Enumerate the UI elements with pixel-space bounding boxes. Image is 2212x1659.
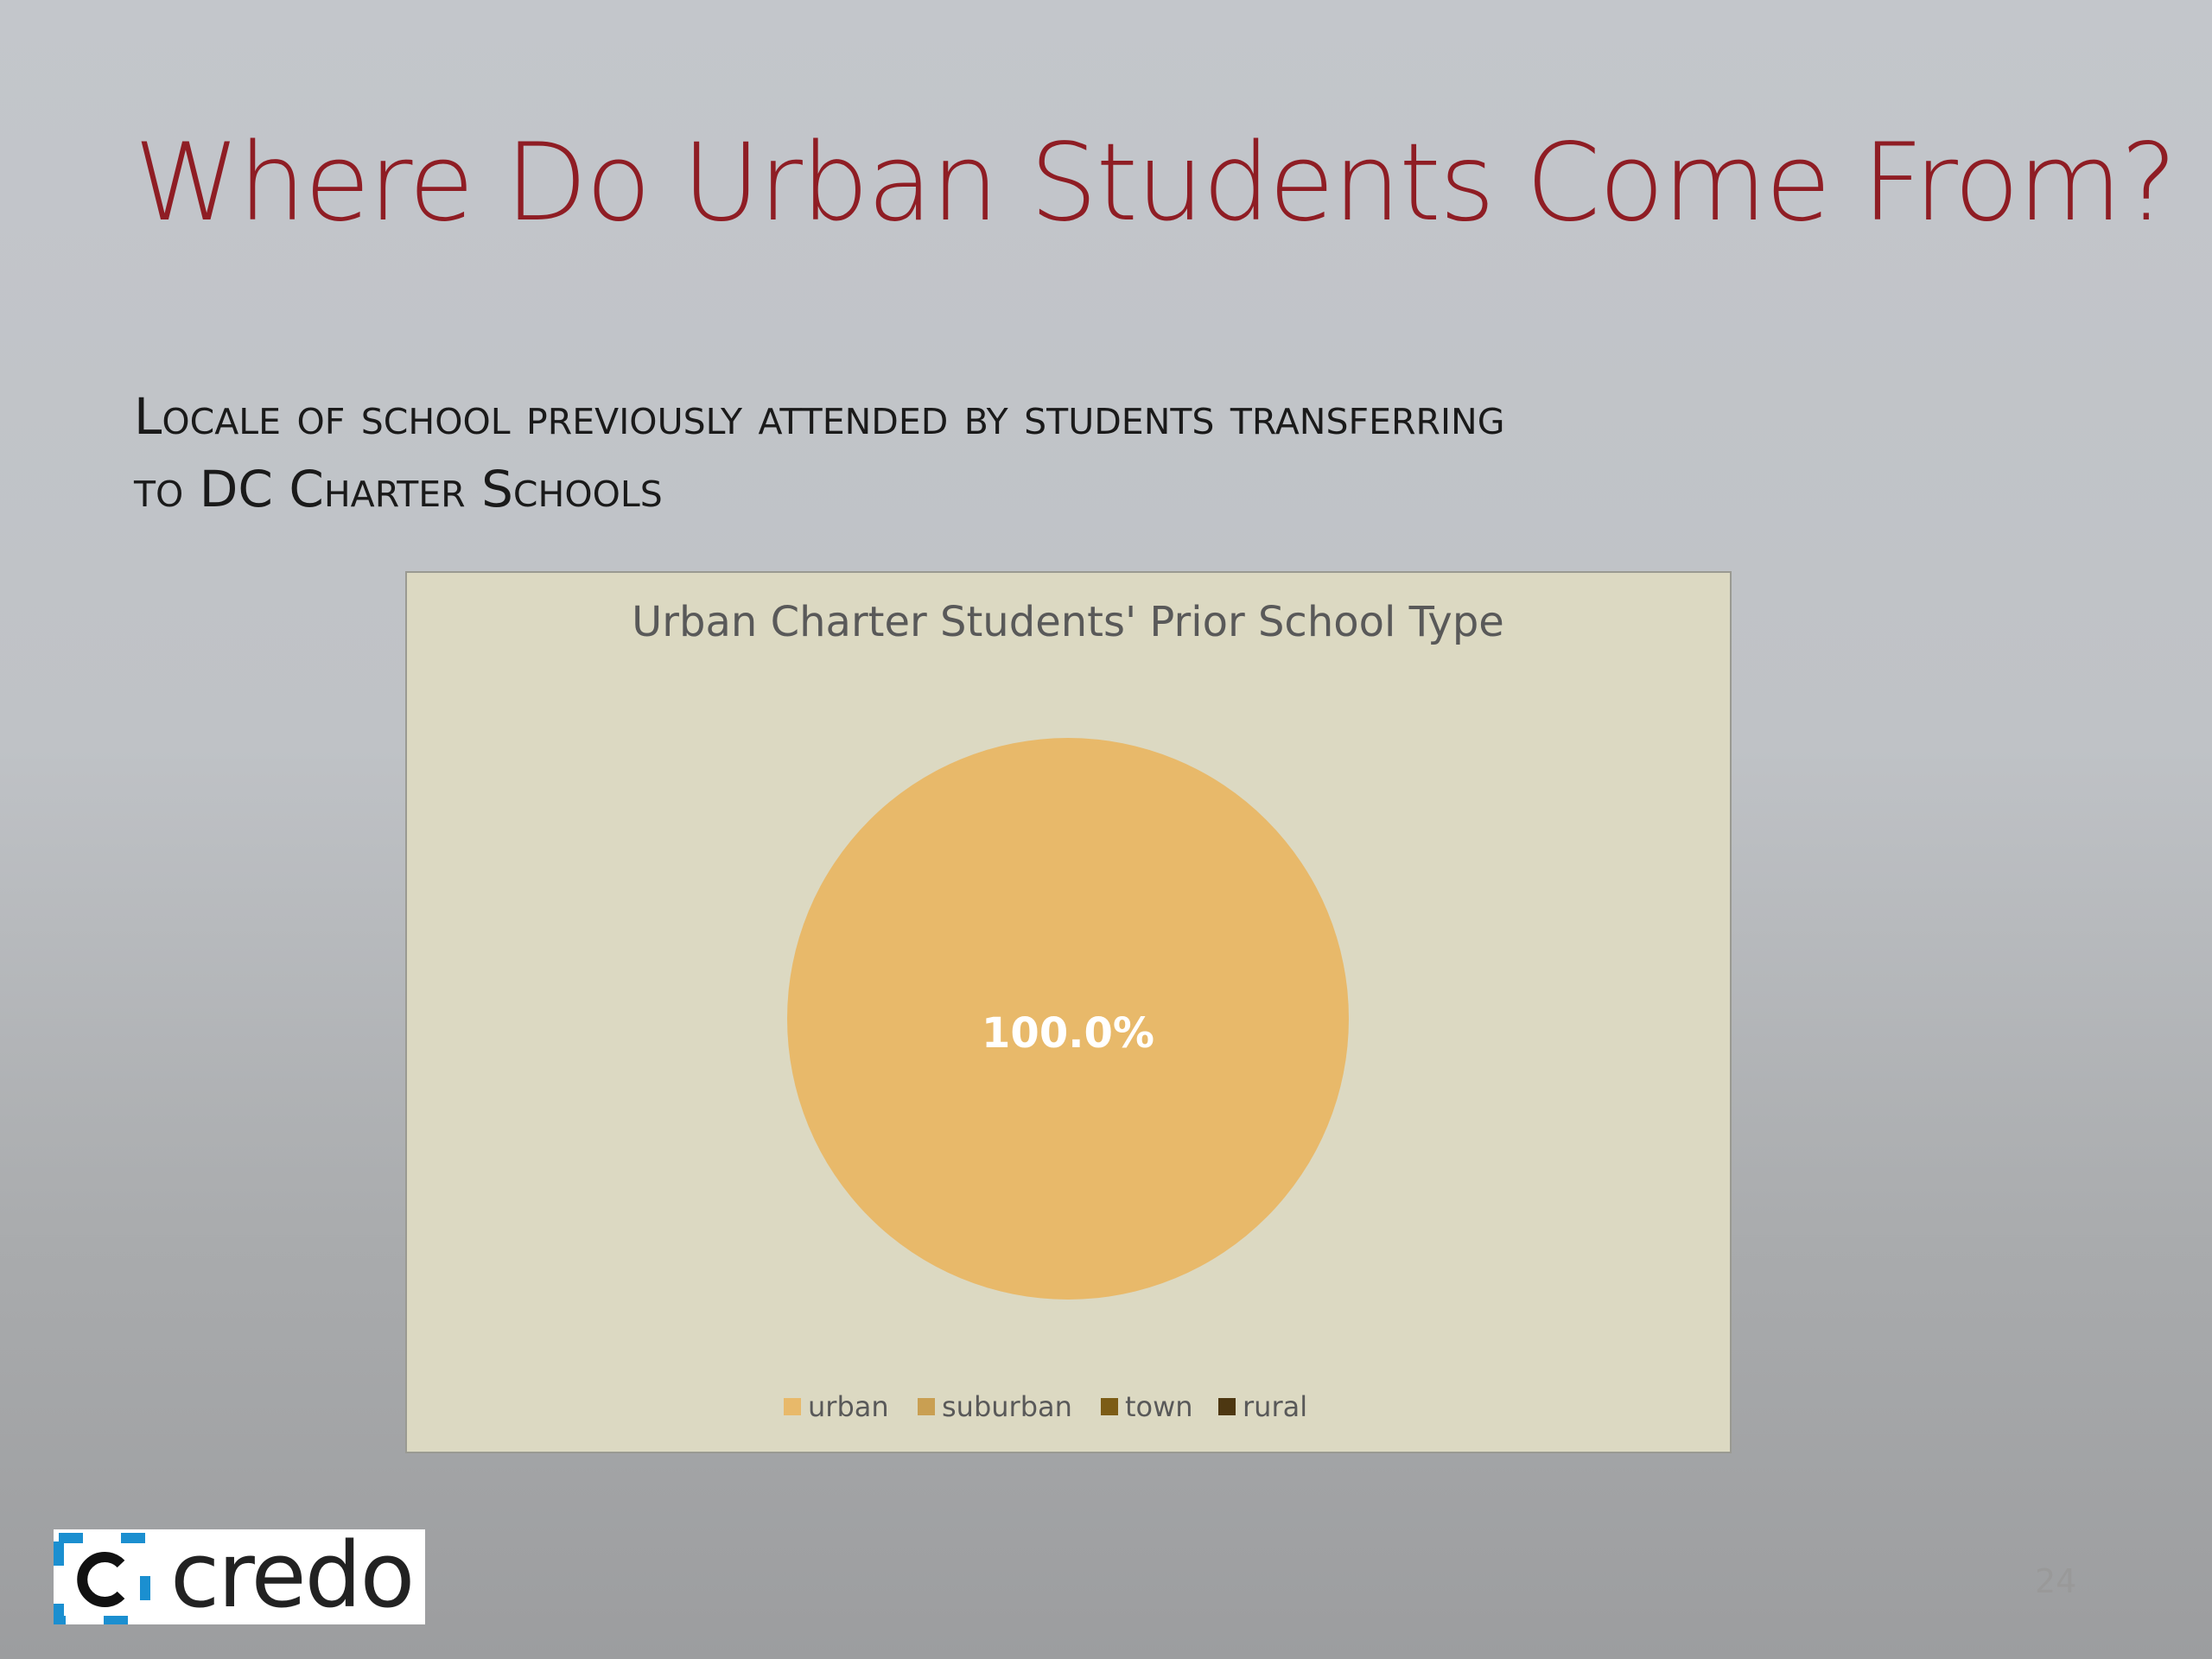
chart: Urban Charter Students' Prior School Typ…: [405, 571, 1732, 1453]
logo-c: [77, 1552, 125, 1607]
slide-subtitle: Locale of school previously attended by …: [134, 387, 1505, 518]
chart-title: Urban Charter Students' Prior School Typ…: [632, 598, 1504, 646]
logo: credo: [54, 1522, 425, 1628]
pie-slice: [787, 738, 1349, 1300]
legend-label: suburban: [942, 1390, 1072, 1423]
legend-swatch: [1101, 1398, 1118, 1415]
legend-label: town: [1125, 1390, 1193, 1423]
legend-swatch: [784, 1398, 801, 1415]
slide-title: Where Do Urban Students Come From?: [134, 121, 2177, 245]
logo-text: credo: [170, 1522, 415, 1628]
logo-icon: [54, 1533, 150, 1624]
page-number: 24: [2035, 1562, 2077, 1600]
legend-label: urban: [808, 1390, 889, 1423]
data-label: 100.0%: [982, 1009, 1154, 1058]
legend-swatch: [918, 1398, 935, 1415]
legend-swatch: [1218, 1398, 1236, 1415]
logo-frame: [54, 1533, 150, 1624]
legend-label: rural: [1243, 1390, 1307, 1423]
